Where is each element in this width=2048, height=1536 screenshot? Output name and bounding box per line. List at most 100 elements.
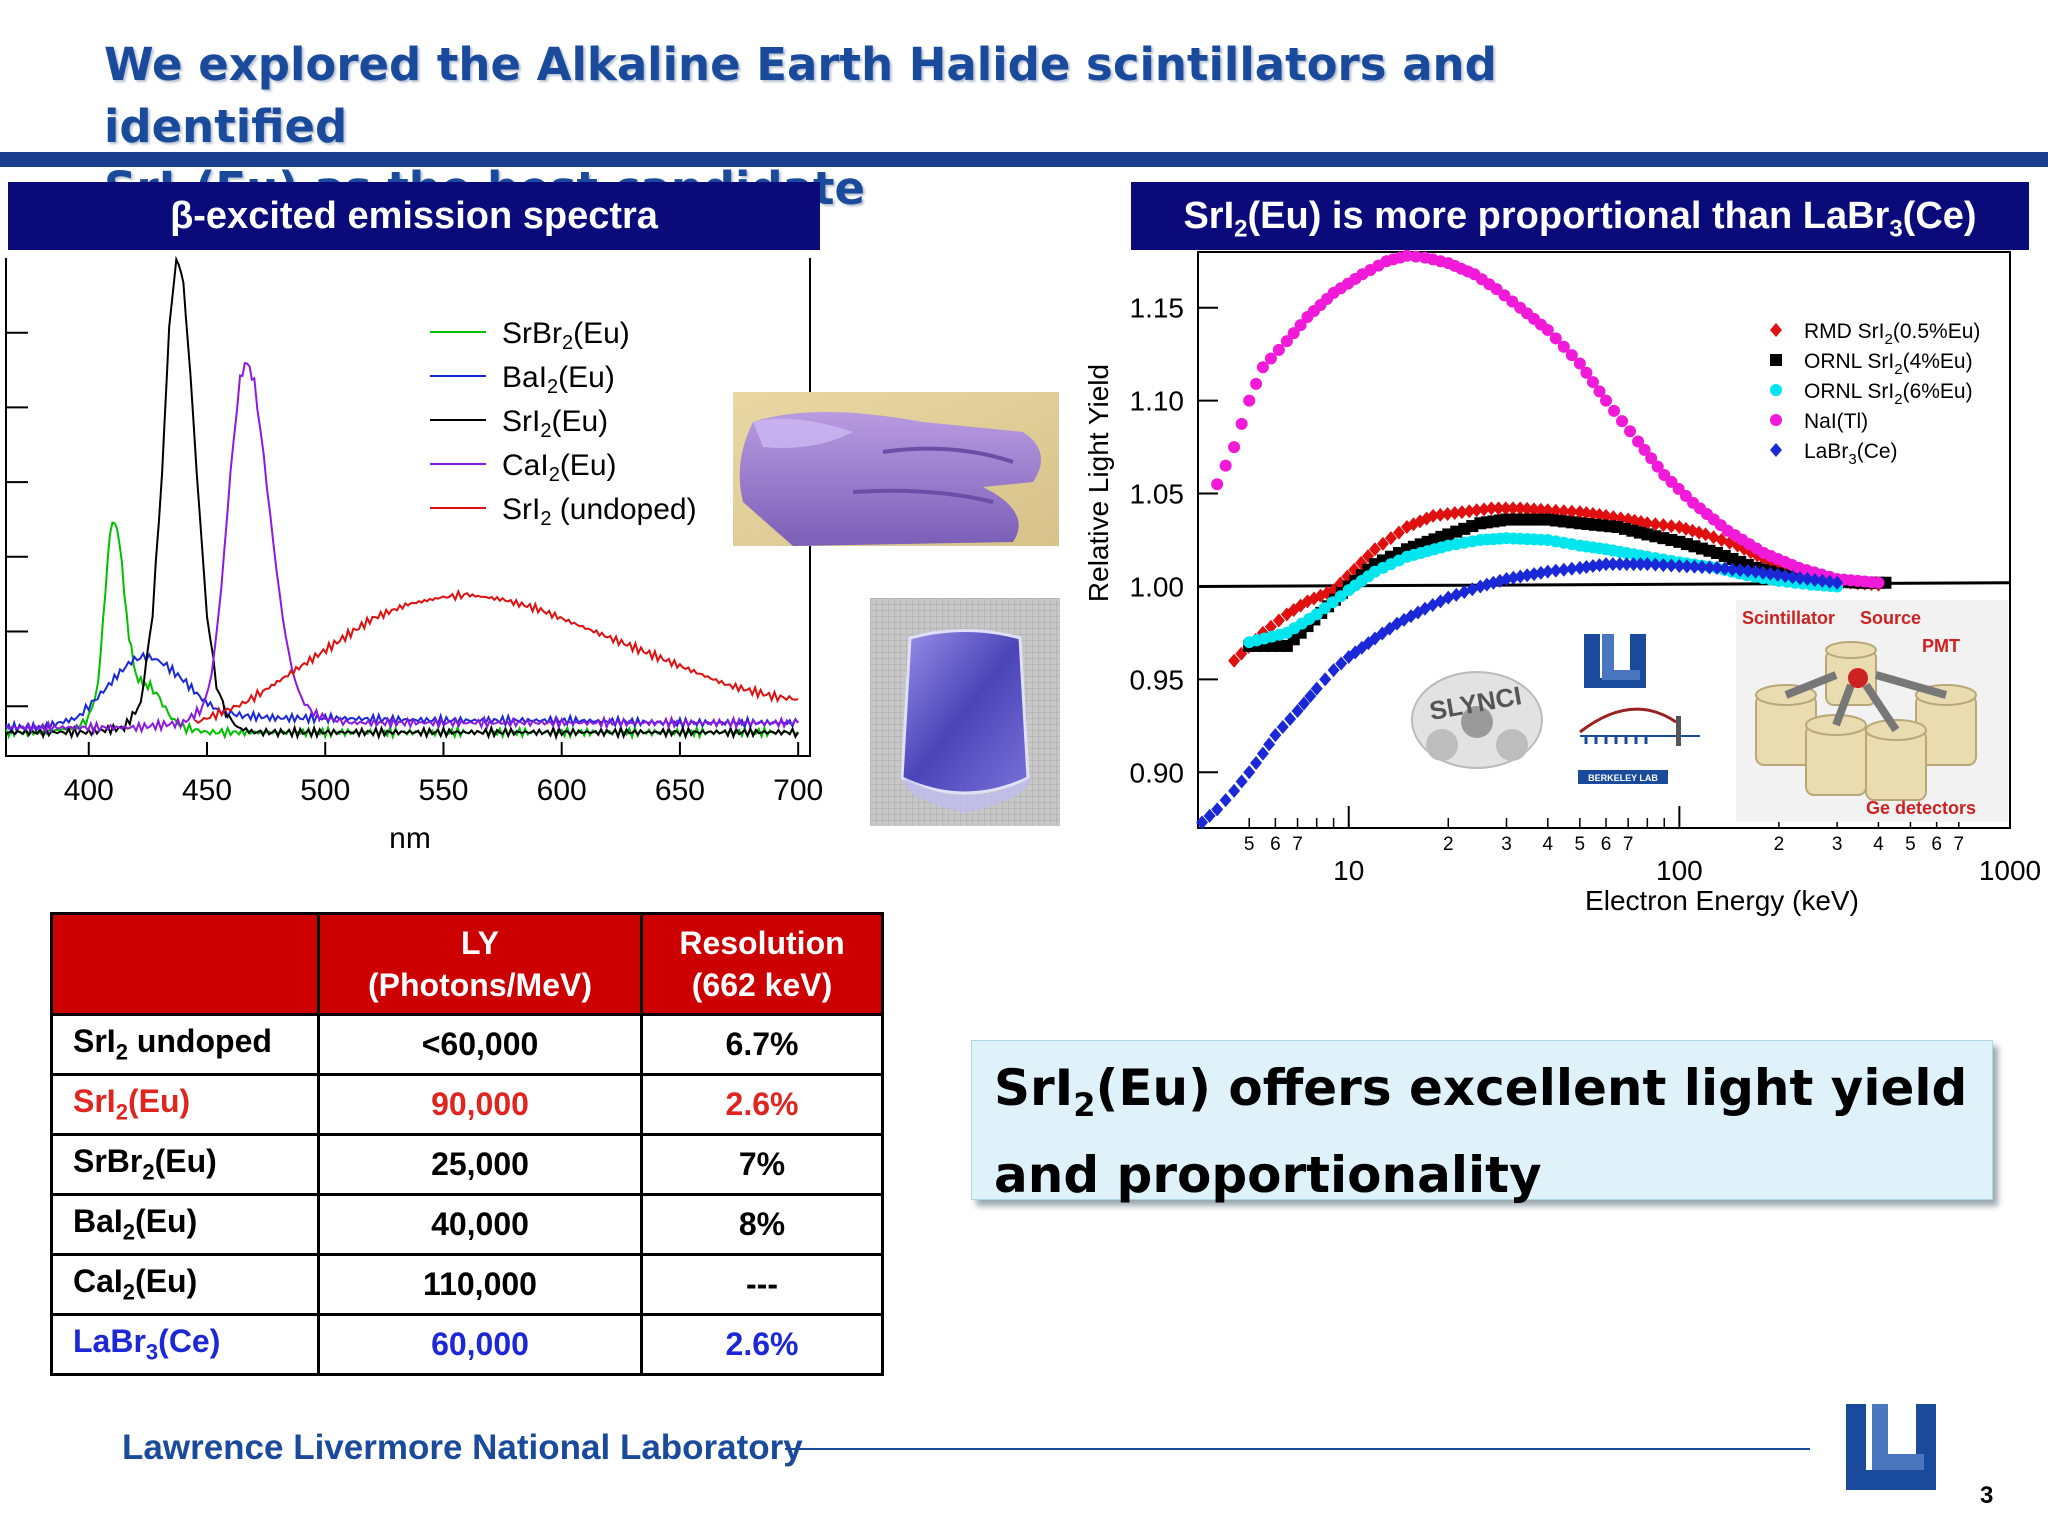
prop-data-point (1256, 746, 1269, 761)
table-cell-ly: 90,000 (317, 1073, 643, 1136)
prop-data-point (1593, 385, 1606, 398)
prop-data-point (1771, 567, 1784, 582)
left-panel-title: β-excited emission spectra (8, 182, 820, 250)
prop-data-point (1613, 557, 1626, 572)
prop-data-point (1272, 613, 1285, 628)
spectra-x-tick-label: 700 (773, 774, 823, 807)
prop-data-point (1294, 319, 1307, 332)
prop-data-point (1580, 559, 1593, 574)
prop-x-minor-label: 7 (1953, 834, 1964, 855)
prop-legend-label: LaBr3(Ce) (1804, 440, 1898, 468)
prop-data-point (1527, 502, 1540, 517)
prop-data-point (1541, 324, 1554, 337)
prop-data-point (1427, 508, 1440, 523)
prop-data-point (1349, 645, 1362, 660)
prop-x-minor-label: 7 (1292, 834, 1303, 855)
spectra-x-tick-label: 400 (64, 774, 114, 807)
prop-data-point (1673, 559, 1686, 574)
table-cell-resolution: 7% (640, 1133, 884, 1196)
prop-data-point (1628, 513, 1641, 528)
prop-y-tick-label: 0.90 (1130, 757, 1185, 788)
spectra-legend-label: SrBr2(Eu) (502, 317, 630, 354)
table-cell-resolution: 2.6% (640, 1073, 884, 1136)
prop-data-point (1600, 508, 1613, 523)
photo-polished-crystal (870, 598, 1060, 826)
prop-data-point (1280, 607, 1293, 622)
prop-data-point (1549, 563, 1562, 578)
prop-data-point (1263, 737, 1276, 752)
spectra-legend-label: BaI2(Eu) (502, 361, 615, 398)
prop-data-point (1341, 569, 1354, 584)
prop-x-minor-label: 4 (1543, 834, 1554, 855)
callout-formula-base: SrI (994, 1059, 1074, 1117)
prop-data-point (1606, 557, 1619, 572)
prop-data-point (1441, 506, 1454, 521)
prop-data-point (1786, 570, 1799, 585)
prop-data-point (1565, 561, 1578, 576)
table-header-row: LY (Photons/MeV) Resolution (662 keV) (50, 912, 884, 1016)
right-panel-title: SrI2(Eu) is more proportional than LaBr3… (1131, 182, 2029, 250)
spectra-x-tick-label: 650 (655, 774, 705, 807)
prop-data-point (1534, 502, 1547, 517)
rp-title-a: SrI (1183, 195, 1235, 237)
prop-data-point (1478, 502, 1491, 517)
prop-data-point (1573, 505, 1586, 520)
prop-data-point (1688, 559, 1701, 574)
prop-data-point (1573, 357, 1586, 370)
prop-data-point (1770, 323, 1782, 337)
prop-data-point (1470, 503, 1483, 518)
prop-data-point (1368, 631, 1381, 646)
prop-y-tick-label: 0.95 (1130, 664, 1185, 695)
prop-data-point (1264, 352, 1277, 365)
prop-series (1196, 557, 1844, 830)
prop-data-point (1228, 441, 1241, 454)
table-row: CaI2(Eu) 110,000 --- (50, 1253, 884, 1316)
prop-data-point (1250, 755, 1263, 770)
prop-data-point (1541, 564, 1554, 579)
prop-y-tick-label: 1.15 (1130, 293, 1185, 324)
prop-data-point (1657, 518, 1670, 533)
page-number: 3 (1980, 1482, 1994, 1509)
prop-data-point (1211, 802, 1224, 817)
prop-data-point (1770, 384, 1782, 396)
prop-data-point (1756, 565, 1769, 580)
prop-data-point (1287, 327, 1300, 340)
prop-data-point (1741, 563, 1754, 578)
prop-data-point (1528, 567, 1541, 582)
table-header-resolution: Resolution (662 keV) (640, 912, 884, 1016)
rp-title-b: (Eu) is more proportional than LaBr (1247, 195, 1890, 237)
table-cell-resolution: --- (640, 1253, 884, 1316)
table-cell-material: SrBr2(Eu) (50, 1133, 320, 1196)
prop-data-point (1616, 415, 1629, 428)
prop-data-point (1450, 587, 1463, 602)
prop-data-point (1327, 663, 1340, 678)
prop-data-point (1426, 598, 1439, 613)
prop-data-point (1557, 562, 1570, 577)
prop-data-point (1726, 562, 1739, 577)
prop-data-point (1409, 250, 1422, 263)
table-row: SrI2 undoped <60,000 6.7% (50, 1013, 884, 1076)
title-rule (0, 152, 2048, 167)
prop-data-point (1434, 507, 1447, 522)
table-cell-ly: 40,000 (317, 1193, 643, 1256)
prop-data-point (1301, 594, 1314, 609)
prop-y-tick-label: 1.05 (1130, 479, 1185, 510)
prop-data-point (1703, 560, 1716, 575)
prop-y-tick-label: 1.00 (1130, 571, 1185, 602)
prop-data-point (1770, 414, 1782, 426)
table-cell-ly: 60,000 (317, 1313, 643, 1376)
prop-data-point (1211, 478, 1224, 491)
prop-data-point (1203, 808, 1216, 823)
spectra-x-tick-label: 500 (300, 774, 350, 807)
prop-x-minor-label: 6 (1601, 834, 1612, 855)
prop-data-point (1196, 815, 1209, 830)
prop-data-point (1458, 585, 1471, 600)
prop-data-point (1634, 557, 1647, 572)
prop-series (1243, 532, 1844, 649)
prop-data-point (1319, 672, 1332, 687)
proportionality-legend: RMD SrI2(0.5%Eu)ORNL SrI2(4%Eu)ORNL SrI2… (1770, 320, 1980, 468)
prop-data-point (1808, 572, 1821, 587)
prop-data-point (1638, 443, 1651, 456)
prop-data-point (1600, 557, 1613, 572)
prop-data-point (1384, 531, 1397, 546)
